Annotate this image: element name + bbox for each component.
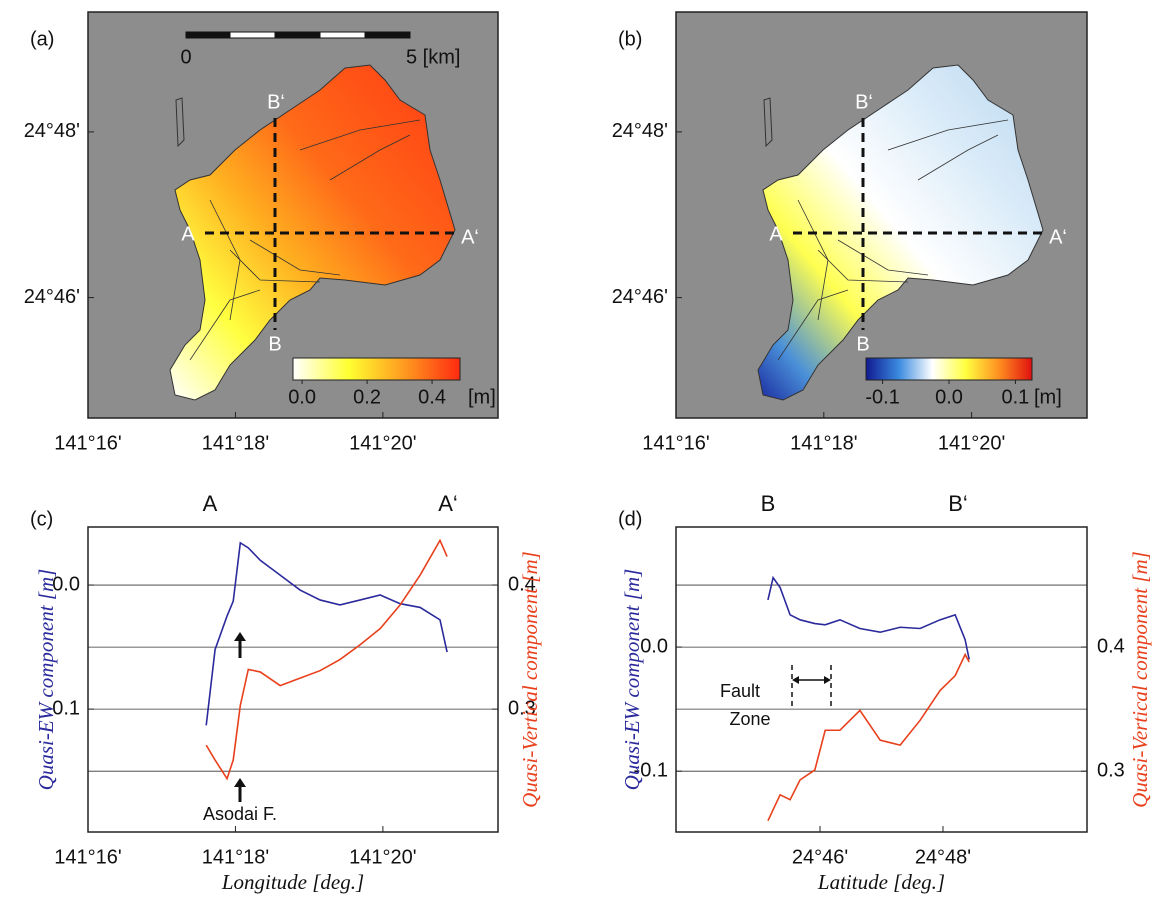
fault-trace [777,289,849,361]
series-line [767,652,970,822]
fault-trace [917,134,999,181]
y-axis-label: Quasi-EW component [m] [620,569,644,791]
series-line [205,541,448,726]
profile-label: B [856,333,869,355]
scale-bar-label: 5 [km] [406,46,460,68]
fault-trace [249,239,341,276]
arrow-head [234,778,246,787]
colorbar [865,357,1033,381]
colorbar-unit: [m] [468,386,496,408]
annotation: Fault [720,681,760,701]
colorbar-tick-label: 0.4 [418,386,446,408]
colorbar [292,357,461,381]
panel-label: (d) [618,508,642,530]
y2-tick-label: 0.3 [1097,759,1125,781]
colorbar-tick-label: 0.1 [1001,386,1029,408]
scale-bar-segment [229,31,276,39]
y-tick-label: -0.1 [46,697,80,719]
colorbar-tick-label: 0.2 [353,386,381,408]
fault-trace [209,199,241,321]
scale-bar-segment [274,31,321,39]
y-tick-label: -0.1 [634,759,668,781]
y2-axis-label: Quasi-Vertical component [m] [518,551,542,808]
fault-trace [329,134,411,181]
scale-bar-label: 0 [180,46,191,68]
series-line [767,575,970,660]
panel-label: (c) [30,508,53,530]
annotation: B [761,491,776,516]
y2-tick-label: 0.3 [508,697,536,719]
fault-trace [299,119,421,151]
x-tick-label: 24°46' [792,846,848,868]
profile-label: A‘ [1049,226,1067,248]
profile-label: B‘ [267,91,285,113]
profile-label: A [769,223,783,245]
annotation: A [203,491,218,516]
x-tick-label: 141°16' [54,846,121,868]
x-tick-label: 141°20' [349,846,416,868]
colorbar-tick-label: 0.0 [935,386,963,408]
islet [175,97,185,148]
x-tick-label: 141°18' [790,432,857,454]
scale-bar-segment [319,31,366,39]
x-axis-label: Longitude [deg.] [221,870,364,894]
profile-label: B‘ [855,91,873,113]
profile-label: B [268,333,281,355]
fault-trace [887,119,1009,151]
plot-frame [87,526,499,833]
y2-axis-label: Quasi-Vertical component [m] [1128,551,1152,808]
x-tick-label: 141°20' [349,432,416,454]
profile-label: A‘ [461,226,479,248]
x-tick-label: 141°16' [54,432,121,454]
fault-trace [189,289,261,361]
y-tick-label: 24°46' [612,286,668,308]
x-tick-label: 141°18' [202,432,269,454]
x-tick-label: 141°18' [202,846,269,868]
y-tick-label: 0.0 [52,573,80,595]
panel-label: (b) [618,28,642,50]
x-tick-label: 141°20' [938,432,1005,454]
y-tick-label: 24°48' [24,120,80,142]
x-tick-label: 24°48' [915,846,971,868]
y2-tick-label: 0.4 [508,573,536,595]
colorbar-tick-label: -0.1 [865,386,899,408]
colorbar-tick-label: 0.0 [288,386,316,408]
y-axis-label: Quasi-EW component [m] [34,569,58,791]
x-tick-label: 141°16' [642,432,709,454]
colorbar-unit: [m] [1034,386,1062,408]
series-line [205,538,448,781]
islet [763,97,773,148]
y-tick-label: 24°46' [24,286,80,308]
annotation: B‘ [948,491,968,516]
arrow-head [824,676,831,684]
x-axis-label: Latitude [deg.] [817,870,945,894]
y-tick-label: 24°48' [612,120,668,142]
plot-frame [675,526,1088,833]
y-tick-label: 0.0 [640,635,668,657]
y2-tick-label: 0.4 [1097,635,1125,657]
fault-trace [797,199,829,321]
fault-trace [837,239,929,276]
arrow-head [792,676,799,684]
scale-bar-segment [364,31,411,39]
annotation: Asodai F. [203,804,277,824]
arrow-head [234,632,246,641]
annotation: A‘ [438,491,458,516]
panel-label: (a) [30,28,54,50]
profile-label: A [181,223,195,245]
annotation: Zone [729,709,770,729]
scale-bar-segment [185,31,231,39]
